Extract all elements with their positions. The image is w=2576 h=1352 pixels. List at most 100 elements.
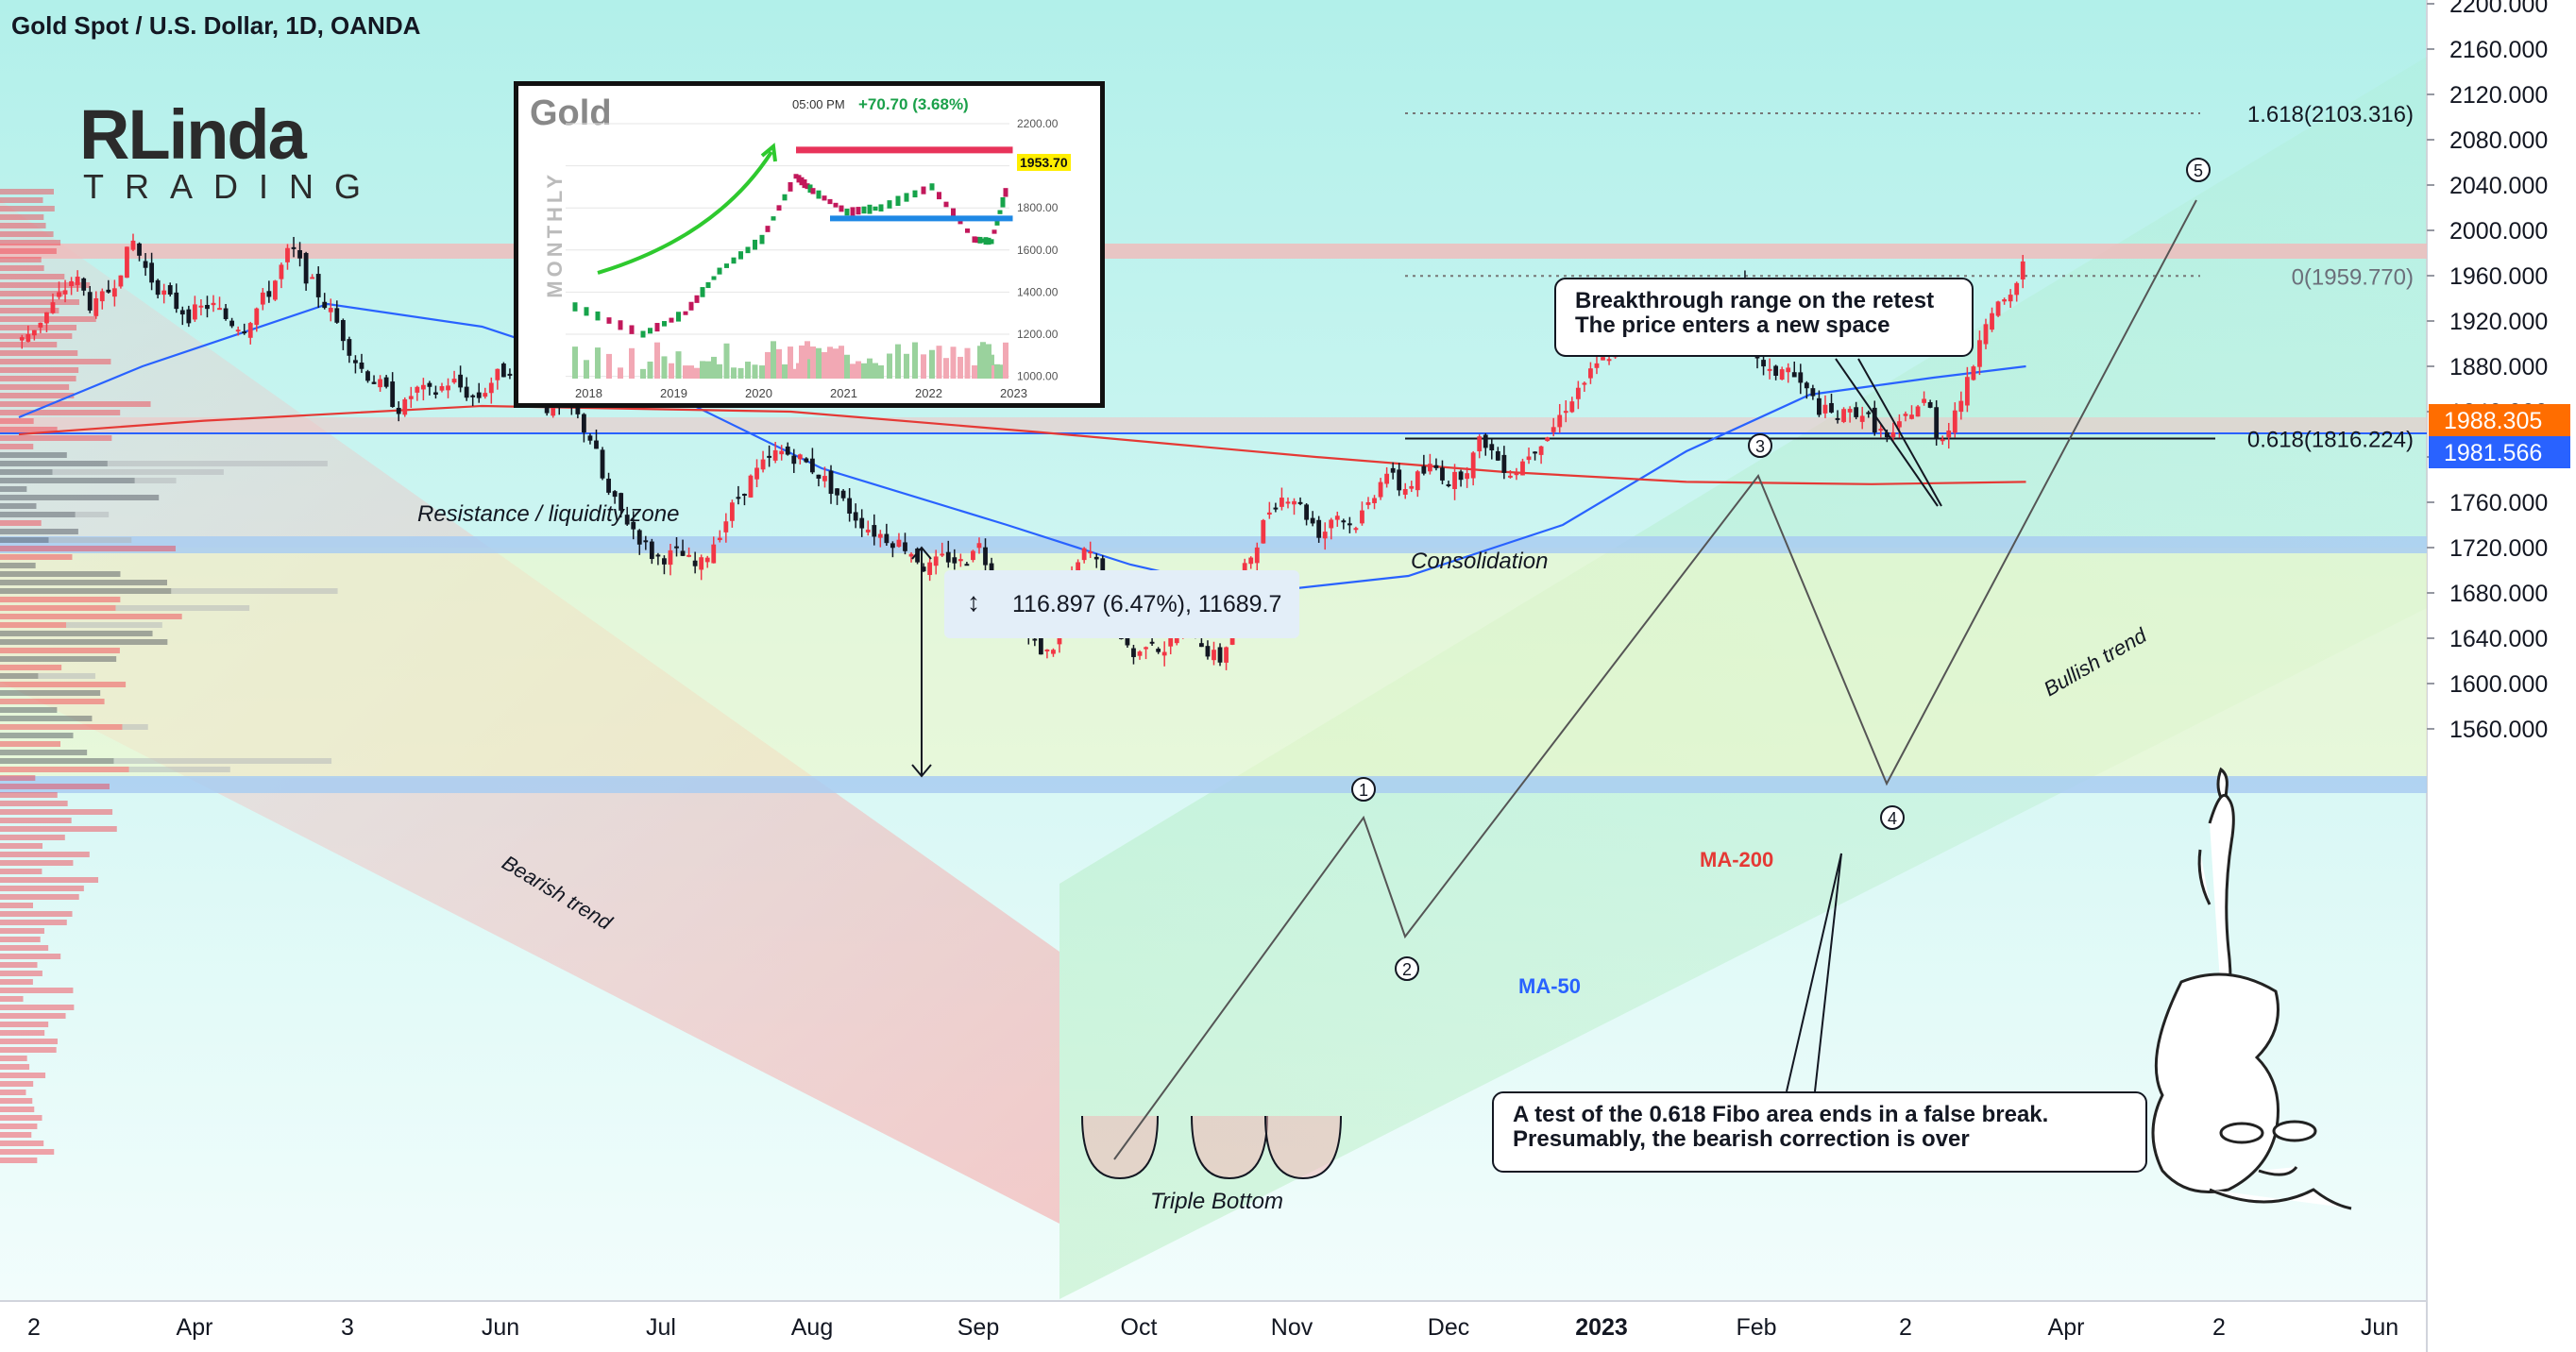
volume-bar-ext <box>38 673 95 679</box>
inset-volume-bar <box>595 347 601 379</box>
candle-body <box>192 304 197 320</box>
inset-volume-bar <box>861 363 867 379</box>
candle-body <box>1465 473 1470 480</box>
candle-body <box>1606 359 1612 362</box>
ma50-line <box>18 302 2026 595</box>
y-tick-label: 1720.000 <box>2449 535 2548 562</box>
x-tick-label: 2 <box>27 1314 41 1341</box>
inset-candle <box>878 204 884 211</box>
candle-body <box>1995 301 2001 316</box>
volume-bar <box>0 248 57 254</box>
y-tick-label: 2080.000 <box>2449 127 2548 154</box>
candle-body <box>2020 261 2025 279</box>
candle-body <box>877 533 883 538</box>
candle-body <box>594 440 599 449</box>
candle-body <box>655 554 661 557</box>
candle-body <box>1533 451 1537 454</box>
candle-body <box>971 550 975 561</box>
inset-volume-bar <box>950 346 957 379</box>
candle-body <box>297 250 302 259</box>
inset-candle <box>887 200 892 209</box>
candle-body <box>772 449 778 461</box>
y-tick-label: 1920.000 <box>2449 309 2548 335</box>
candle-body <box>1161 651 1167 656</box>
candle-body <box>1594 363 1600 368</box>
volume-bar <box>0 240 61 245</box>
candle-body <box>582 414 586 433</box>
candle-body <box>1798 372 1804 383</box>
volume-bar <box>0 682 127 687</box>
candle-body <box>1402 489 1408 495</box>
volume-bar <box>0 1090 26 1095</box>
volume-bar <box>0 257 42 262</box>
candle-body <box>167 285 173 295</box>
inset-candle <box>711 276 717 280</box>
candle-body <box>711 544 717 564</box>
candle-body <box>1384 473 1390 484</box>
y-tick-label: 1640.000 <box>2449 626 2548 652</box>
volume-bar <box>0 767 129 772</box>
candle-body <box>847 498 853 514</box>
volume-bar-ext <box>113 758 332 764</box>
volume-bar <box>0 826 117 832</box>
candle-body <box>1971 366 1976 380</box>
candle-body <box>1254 547 1260 564</box>
callout-pointer-1 <box>1857 358 1942 507</box>
inset-volume-bar <box>683 365 688 379</box>
inset-candle <box>810 188 816 194</box>
candle-body <box>371 381 377 384</box>
volume-bar <box>0 1158 38 1163</box>
candle-body <box>1304 504 1309 520</box>
candle-body <box>903 542 907 551</box>
volume-bar <box>0 673 39 679</box>
candle-body <box>1458 471 1464 481</box>
candle-body <box>1569 401 1575 413</box>
inset-candle <box>765 226 771 232</box>
candle-body <box>1761 360 1766 367</box>
callout-breakthrough-line2: The price enters a new space <box>1575 313 1890 338</box>
volume-bar <box>0 724 123 730</box>
triple-bottom-marks <box>1081 1115 1342 1180</box>
volume-bar <box>0 784 110 789</box>
candle-body <box>155 279 161 296</box>
candle-body <box>137 243 142 256</box>
candle-body <box>1983 324 1989 345</box>
fibonacci-levels: 1.618(2103.316) 0(1959.770) 0.618(1816.224… <box>1405 102 2414 453</box>
candle-body <box>760 459 766 470</box>
inset-candle <box>717 267 722 275</box>
inset-volume-bar <box>816 347 822 379</box>
candle-body <box>106 289 111 293</box>
inset-volume-bar <box>640 368 646 379</box>
inset-candle <box>705 281 711 289</box>
volume-bar <box>0 435 112 441</box>
measurement-value: 116.897 (6.47%), 11689.7 <box>1012 591 1282 617</box>
candle-body <box>1791 372 1797 378</box>
inset-volume-bar <box>654 342 660 379</box>
volume-bar <box>0 478 135 483</box>
candle-body <box>754 467 759 480</box>
inset-title: Gold <box>530 93 612 133</box>
candle-body <box>1261 519 1266 544</box>
candle-body <box>1786 367 1791 373</box>
inset-volume-bar <box>776 348 782 379</box>
volume-bar <box>0 223 46 228</box>
logo-wordmark: RLinda <box>79 95 307 174</box>
candle-body <box>1952 410 1957 433</box>
candle-body <box>99 291 105 302</box>
candle-body <box>279 264 284 279</box>
volume-bar <box>0 1022 49 1027</box>
candle-body <box>402 398 408 415</box>
y-tick-label: 2040.000 <box>2449 173 2548 199</box>
inset-candle <box>724 263 729 268</box>
candle-body <box>1168 637 1174 647</box>
candle-body <box>767 455 772 458</box>
inset-arrow-head <box>760 143 777 162</box>
y-tick-label: 1760.000 <box>2449 490 2548 516</box>
inset-candle <box>694 295 700 303</box>
volume-bar <box>0 469 53 475</box>
inset-candle <box>731 257 737 264</box>
candle-body <box>1563 411 1568 414</box>
volume-bar <box>0 886 84 891</box>
candle-body <box>2002 299 2008 302</box>
